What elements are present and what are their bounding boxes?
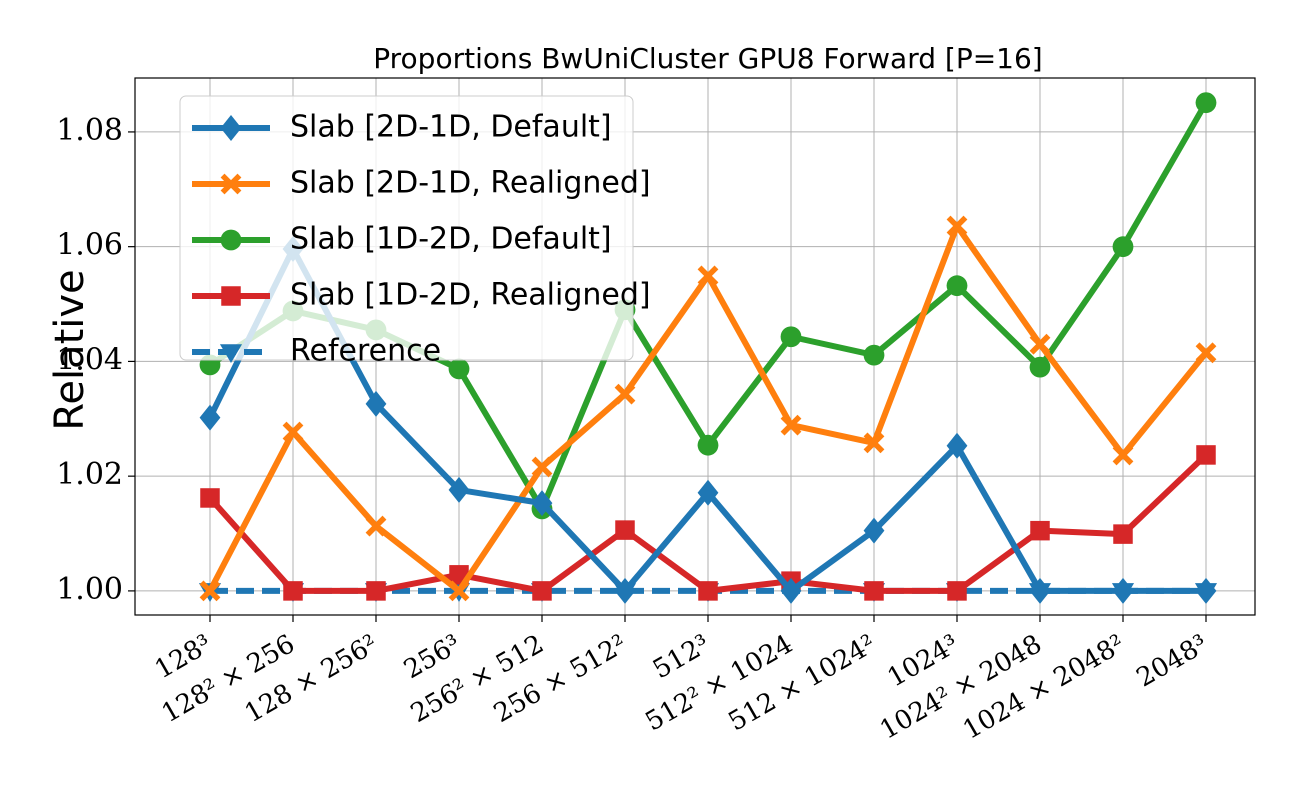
marker (531, 456, 553, 478)
y-tick-label: 1.04 (56, 342, 123, 377)
marker (283, 581, 303, 601)
marker (946, 275, 968, 297)
marker (219, 344, 243, 364)
marker (614, 383, 636, 405)
marker (199, 580, 221, 602)
marker (448, 580, 470, 602)
marker (199, 404, 221, 431)
y-tick-label: 1.00 (56, 572, 123, 607)
marker (532, 581, 552, 601)
marker (1112, 236, 1134, 258)
marker (448, 358, 470, 380)
marker (221, 286, 241, 306)
legend-label: Slab [2D-1D, Realigned] (290, 166, 651, 201)
marker (698, 581, 718, 601)
plot-frame (134, 77, 1256, 616)
marker (864, 581, 884, 601)
marker (947, 581, 967, 601)
marker (1030, 520, 1050, 541)
chart-title: Proportions BwUniCluster GPU8 Forward [P… (373, 42, 1042, 75)
y-tick-label: 1.08 (56, 113, 123, 148)
marker (615, 520, 635, 540)
marker (1196, 445, 1216, 465)
marker (1195, 342, 1217, 364)
marker (1029, 577, 1051, 604)
marker (614, 577, 636, 604)
marker (282, 421, 304, 443)
marker (1113, 524, 1133, 544)
marker (780, 326, 802, 348)
marker (697, 434, 719, 456)
marker (780, 414, 802, 436)
legend-label: Slab [1D-2D, Default] (290, 222, 612, 257)
marker (1195, 577, 1217, 604)
marker (1029, 333, 1051, 355)
marker (780, 577, 802, 604)
marker (365, 515, 387, 537)
marker (946, 215, 968, 237)
legend-label: Slab [2D-1D, Default] (290, 110, 612, 145)
marker (365, 390, 387, 417)
y-tick-label: 1.06 (56, 228, 123, 263)
marker (863, 432, 885, 454)
marker (531, 490, 553, 517)
marker (220, 229, 242, 251)
marker (220, 173, 242, 195)
marker (946, 432, 968, 459)
legend-label: Slab [1D-2D, Realigned] (290, 278, 651, 313)
marker (1112, 444, 1134, 466)
marker (697, 479, 719, 506)
marker (1195, 92, 1217, 114)
x-tick-label: 2048³ (1132, 629, 1213, 693)
marker (1029, 356, 1051, 378)
marker (366, 581, 386, 601)
marker (220, 115, 242, 141)
y-tick-label: 1.02 (56, 457, 123, 492)
marker (863, 344, 885, 366)
legend: Slab [2D-1D, Default] Slab [2D-1D, Realig… (179, 95, 651, 369)
marker (200, 488, 220, 508)
legend-box (179, 95, 634, 361)
marker (697, 265, 719, 287)
marker (1112, 577, 1134, 604)
marker (863, 517, 885, 544)
marker (448, 476, 470, 503)
legend-label: Reference (290, 334, 441, 369)
y-axis-label: Relative (47, 269, 93, 430)
